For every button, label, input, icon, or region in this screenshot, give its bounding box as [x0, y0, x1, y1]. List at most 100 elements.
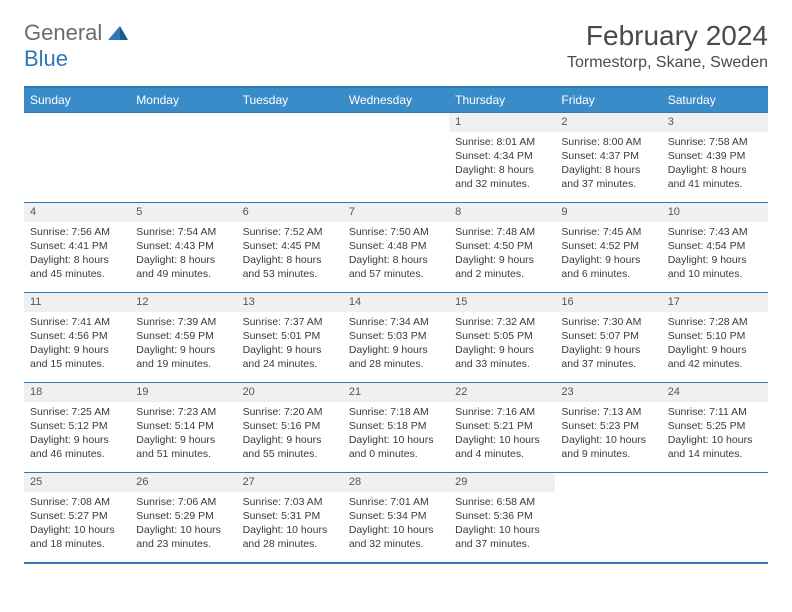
sunset-text: Sunset: 4:56 PM: [30, 329, 124, 343]
sunrise-text: Sunrise: 7:39 AM: [136, 315, 230, 329]
day-body: Sunrise: 7:32 AMSunset: 5:05 PMDaylight:…: [449, 312, 555, 377]
day-number: 6: [237, 203, 343, 222]
sunset-text: Sunset: 5:16 PM: [243, 419, 337, 433]
day-cell: 29Sunrise: 6:58 AMSunset: 5:36 PMDayligh…: [449, 473, 555, 563]
daylight-text: Daylight: 10 hours and 23 minutes.: [136, 523, 230, 551]
day-header: Sunday: [24, 87, 130, 113]
month-title: February 2024: [567, 20, 768, 52]
day-cell: 24Sunrise: 7:11 AMSunset: 5:25 PMDayligh…: [662, 383, 768, 473]
day-number: 3: [662, 113, 768, 132]
daylight-text: Daylight: 9 hours and 28 minutes.: [349, 343, 443, 371]
sunset-text: Sunset: 4:54 PM: [668, 239, 762, 253]
sunrise-text: Sunrise: 7:23 AM: [136, 405, 230, 419]
sunrise-text: Sunrise: 7:28 AM: [668, 315, 762, 329]
day-number: 10: [662, 203, 768, 222]
day-header: Wednesday: [343, 87, 449, 113]
day-body: Sunrise: 7:39 AMSunset: 4:59 PMDaylight:…: [130, 312, 236, 377]
day-header-row: Sunday Monday Tuesday Wednesday Thursday…: [24, 87, 768, 113]
day-cell: 17Sunrise: 7:28 AMSunset: 5:10 PMDayligh…: [662, 293, 768, 383]
day-number: 19: [130, 383, 236, 402]
day-cell: [555, 473, 661, 563]
daylight-text: Daylight: 8 hours and 57 minutes.: [349, 253, 443, 281]
daylight-text: Daylight: 9 hours and 46 minutes.: [30, 433, 124, 461]
day-body: Sunrise: 7:41 AMSunset: 4:56 PMDaylight:…: [24, 312, 130, 377]
daylight-text: Daylight: 9 hours and 19 minutes.: [136, 343, 230, 371]
sunrise-text: Sunrise: 7:45 AM: [561, 225, 655, 239]
day-body: Sunrise: 7:25 AMSunset: 5:12 PMDaylight:…: [24, 402, 130, 467]
day-cell: 27Sunrise: 7:03 AMSunset: 5:31 PMDayligh…: [237, 473, 343, 563]
sunrise-text: Sunrise: 7:08 AM: [30, 495, 124, 509]
sunset-text: Sunset: 4:52 PM: [561, 239, 655, 253]
day-number: 8: [449, 203, 555, 222]
sunrise-text: Sunrise: 7:06 AM: [136, 495, 230, 509]
day-cell: [237, 113, 343, 203]
day-cell: 2Sunrise: 8:00 AMSunset: 4:37 PMDaylight…: [555, 113, 661, 203]
day-cell: 22Sunrise: 7:16 AMSunset: 5:21 PMDayligh…: [449, 383, 555, 473]
day-body: Sunrise: 7:03 AMSunset: 5:31 PMDaylight:…: [237, 492, 343, 557]
day-number: 23: [555, 383, 661, 402]
day-number: 14: [343, 293, 449, 312]
sunset-text: Sunset: 5:36 PM: [455, 509, 549, 523]
day-body: Sunrise: 7:06 AMSunset: 5:29 PMDaylight:…: [130, 492, 236, 557]
day-number: 12: [130, 293, 236, 312]
daylight-text: Daylight: 9 hours and 55 minutes.: [243, 433, 337, 461]
sunset-text: Sunset: 5:34 PM: [349, 509, 443, 523]
day-number: 11: [24, 293, 130, 312]
sunrise-text: Sunrise: 7:25 AM: [30, 405, 124, 419]
day-cell: [24, 113, 130, 203]
day-body: Sunrise: 6:58 AMSunset: 5:36 PMDaylight:…: [449, 492, 555, 557]
daylight-text: Daylight: 10 hours and 18 minutes.: [30, 523, 124, 551]
day-header: Monday: [130, 87, 236, 113]
day-header: Saturday: [662, 87, 768, 113]
day-number: 25: [24, 473, 130, 492]
day-cell: 15Sunrise: 7:32 AMSunset: 5:05 PMDayligh…: [449, 293, 555, 383]
sunset-text: Sunset: 5:05 PM: [455, 329, 549, 343]
header: GeneralBlue February 2024 Tormestorp, Sk…: [24, 20, 768, 72]
daylight-text: Daylight: 10 hours and 32 minutes.: [349, 523, 443, 551]
daylight-text: Daylight: 10 hours and 37 minutes.: [455, 523, 549, 551]
day-number: 27: [237, 473, 343, 492]
day-cell: 28Sunrise: 7:01 AMSunset: 5:34 PMDayligh…: [343, 473, 449, 563]
sunrise-text: Sunrise: 7:30 AM: [561, 315, 655, 329]
day-body: Sunrise: 7:20 AMSunset: 5:16 PMDaylight:…: [237, 402, 343, 467]
daylight-text: Daylight: 8 hours and 49 minutes.: [136, 253, 230, 281]
day-number: 9: [555, 203, 661, 222]
day-body: Sunrise: 8:00 AMSunset: 4:37 PMDaylight:…: [555, 132, 661, 197]
daylight-text: Daylight: 10 hours and 9 minutes.: [561, 433, 655, 461]
sunrise-text: Sunrise: 7:20 AM: [243, 405, 337, 419]
daylight-text: Daylight: 10 hours and 14 minutes.: [668, 433, 762, 461]
day-cell: 4Sunrise: 7:56 AMSunset: 4:41 PMDaylight…: [24, 203, 130, 293]
calendar-table: Sunday Monday Tuesday Wednesday Thursday…: [24, 86, 768, 564]
sunset-text: Sunset: 4:37 PM: [561, 149, 655, 163]
sunrise-text: Sunrise: 7:13 AM: [561, 405, 655, 419]
sunrise-text: Sunrise: 7:43 AM: [668, 225, 762, 239]
day-number: 24: [662, 383, 768, 402]
day-number: 2: [555, 113, 661, 132]
day-cell: 5Sunrise: 7:54 AMSunset: 4:43 PMDaylight…: [130, 203, 236, 293]
day-number: 16: [555, 293, 661, 312]
day-header: Thursday: [449, 87, 555, 113]
day-body: Sunrise: 7:50 AMSunset: 4:48 PMDaylight:…: [343, 222, 449, 287]
day-cell: 25Sunrise: 7:08 AMSunset: 5:27 PMDayligh…: [24, 473, 130, 563]
day-cell: 26Sunrise: 7:06 AMSunset: 5:29 PMDayligh…: [130, 473, 236, 563]
sunset-text: Sunset: 5:14 PM: [136, 419, 230, 433]
daylight-text: Daylight: 10 hours and 0 minutes.: [349, 433, 443, 461]
day-cell: 16Sunrise: 7:30 AMSunset: 5:07 PMDayligh…: [555, 293, 661, 383]
sunset-text: Sunset: 5:03 PM: [349, 329, 443, 343]
sunset-text: Sunset: 4:41 PM: [30, 239, 124, 253]
sunset-text: Sunset: 4:43 PM: [136, 239, 230, 253]
day-body: Sunrise: 7:11 AMSunset: 5:25 PMDaylight:…: [662, 402, 768, 467]
day-number: 5: [130, 203, 236, 222]
day-number: 1: [449, 113, 555, 132]
day-header: Tuesday: [237, 87, 343, 113]
sunrise-text: Sunrise: 7:11 AM: [668, 405, 762, 419]
sunset-text: Sunset: 4:39 PM: [668, 149, 762, 163]
day-number: 21: [343, 383, 449, 402]
day-body: Sunrise: 7:01 AMSunset: 5:34 PMDaylight:…: [343, 492, 449, 557]
day-cell: [662, 473, 768, 563]
daylight-text: Daylight: 9 hours and 6 minutes.: [561, 253, 655, 281]
day-cell: 23 Sunrise: 7:13 AMSunset: 5:23 PMDayligh…: [555, 383, 661, 473]
day-cell: 14Sunrise: 7:34 AMSunset: 5:03 PMDayligh…: [343, 293, 449, 383]
sunset-text: Sunset: 5:21 PM: [455, 419, 549, 433]
sunset-text: Sunset: 5:23 PM: [561, 419, 655, 433]
